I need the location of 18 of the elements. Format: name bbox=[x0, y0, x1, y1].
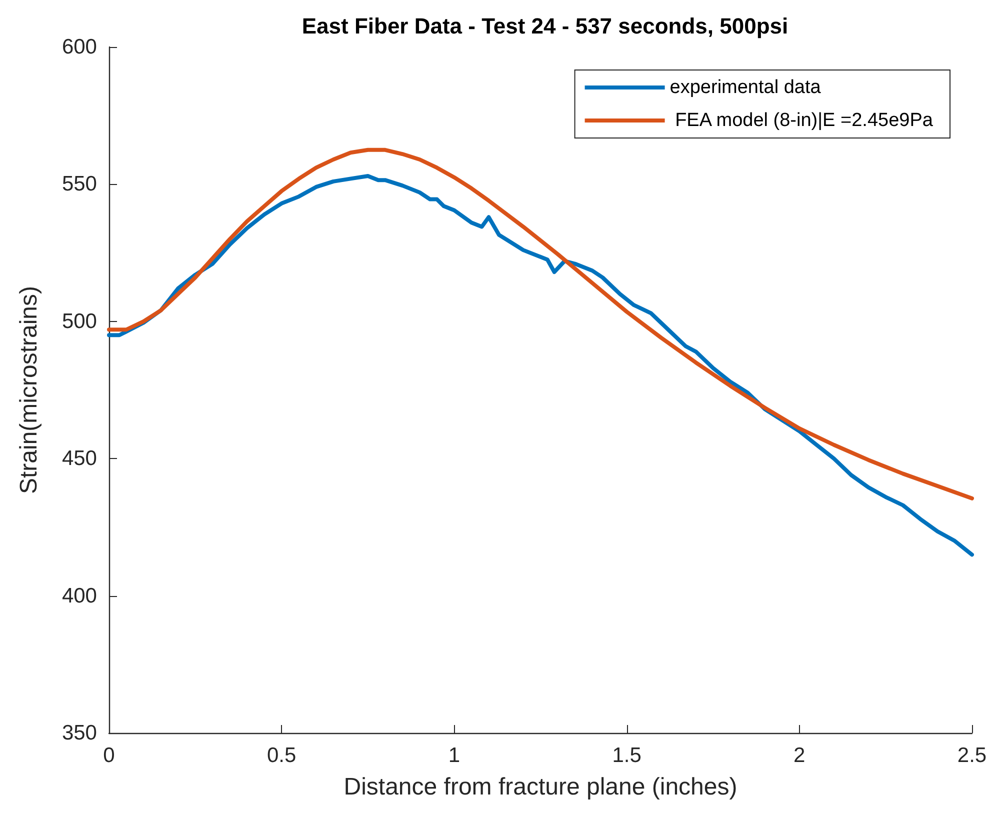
y-tick-label: 350 bbox=[62, 722, 97, 744]
x-axis-title: Distance from fracture plane (inches) bbox=[344, 774, 738, 800]
y-tick-label: 600 bbox=[62, 36, 97, 58]
y-tick-label: 500 bbox=[62, 310, 97, 333]
y-tick-label: 400 bbox=[62, 584, 97, 608]
legend-label: experimental data bbox=[670, 77, 822, 98]
x-tick-label: 2.5 bbox=[957, 744, 987, 767]
x-tick-label: 1 bbox=[448, 744, 460, 767]
x-tick-label: 0.5 bbox=[267, 744, 296, 767]
y-tick-label: 550 bbox=[62, 172, 97, 196]
y-axis-title: Strain(microstrains) bbox=[16, 286, 42, 494]
x-tick-label: 0 bbox=[103, 744, 115, 767]
x-tick-label: 2 bbox=[794, 744, 806, 767]
y-tick-label: 450 bbox=[62, 447, 97, 470]
legend-label: FEA model (8-in)|E =2.45e9Pa bbox=[670, 110, 934, 131]
x-tick-label: 1.5 bbox=[612, 744, 642, 767]
line-series bbox=[107, 148, 974, 500]
chart-title: East Fiber Data - Test 24 - 537 seconds, 500psi bbox=[302, 14, 788, 38]
